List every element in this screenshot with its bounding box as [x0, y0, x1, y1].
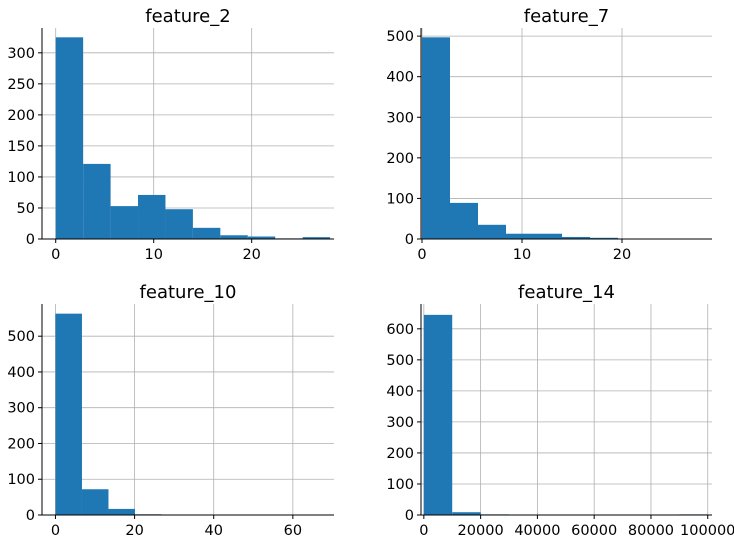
histogram-bar [506, 233, 534, 239]
y-tick-label: 100 [386, 191, 414, 207]
x-tick-label: 100000 [680, 523, 734, 539]
x-tick-label: 20 [242, 247, 260, 263]
histogram-bar [165, 209, 193, 239]
histogram-bar [590, 237, 618, 239]
x-tick-label: 40 [204, 523, 222, 539]
y-tick-label: 400 [7, 365, 35, 381]
y-tick-label: 600 [386, 322, 414, 338]
histogram-bar [452, 512, 481, 515]
y-tick-label: 100 [7, 170, 35, 186]
histogram-bar [450, 202, 478, 239]
histogram-bar [110, 206, 139, 239]
x-tick-label: 20 [613, 247, 631, 263]
y-tick-label: 500 [386, 29, 414, 45]
panel-feature-14: 0 100 200 300 400 500 600 0 20000 40000 60000 80000… [386, 282, 734, 539]
histogram-bar [220, 235, 248, 239]
panel-title: feature_2 [145, 6, 230, 27]
x-tick-label: 0 [417, 247, 426, 263]
x-tick-label: 80000 [628, 523, 674, 539]
x-tick-label: 10 [144, 247, 162, 263]
x-tick-label: 60 [284, 523, 302, 539]
y-tick-label: 150 [7, 139, 35, 155]
y-tick-label: 400 [386, 384, 414, 400]
x-tick-label: 10 [513, 247, 531, 263]
panel-title: feature_7 [524, 6, 609, 27]
panel-title: feature_14 [518, 282, 615, 303]
y-tick-label: 50 [17, 201, 35, 217]
y-tick-label: 200 [386, 446, 414, 462]
y-tick-label: 200 [386, 151, 414, 167]
y-tick-label: 500 [7, 329, 35, 345]
histogram-bar [423, 314, 453, 515]
y-tick-label: 500 [386, 353, 414, 369]
y-tick-label: 0 [26, 508, 35, 524]
histogram-bar [422, 37, 450, 240]
x-tick-label: 0 [51, 247, 60, 263]
y-tick-label: 300 [386, 110, 414, 126]
panel-feature-10: 0 100 200 300 400 500 0 20 40 60 feature_10 [7, 282, 334, 539]
histogram-bar [562, 236, 590, 239]
histogram-bar [108, 508, 135, 515]
x-tick-label: 20 [125, 523, 143, 539]
histogram-bar [55, 37, 84, 239]
y-tick-label: 100 [386, 477, 414, 493]
histogram-bar [138, 194, 166, 239]
histogram-bar [478, 224, 506, 239]
histogram-bar [192, 227, 221, 239]
y-tick-label: 0 [405, 232, 414, 248]
y-tick-label: 200 [7, 108, 35, 124]
y-tick-label: 200 [7, 436, 35, 452]
y-tick-label: 0 [26, 232, 35, 248]
panel-title: feature_10 [140, 282, 237, 303]
y-tick-label: 0 [405, 508, 414, 524]
x-tick-label: 0 [419, 523, 428, 539]
x-tick-label: 60000 [571, 523, 617, 539]
y-tick-label: 100 [7, 472, 35, 488]
x-tick-label: 20000 [458, 523, 504, 539]
y-tick-label: 300 [7, 46, 35, 62]
y-tick-label: 400 [386, 70, 414, 86]
panel-feature-2: 0 50 100 150 200 250 300 0 10 20 feature_2 [7, 6, 334, 263]
x-tick-label: 0 [51, 523, 60, 539]
histogram-bar [247, 236, 276, 239]
y-tick-label: 250 [7, 77, 35, 93]
y-tick-label: 300 [7, 401, 35, 417]
histogram-bar [81, 489, 109, 515]
histogram-bar [534, 233, 562, 239]
x-tick-label: 40000 [514, 523, 560, 539]
y-tick-label: 300 [386, 415, 414, 431]
histogram-bar [55, 313, 82, 515]
histogram-bar [302, 237, 331, 239]
panel-feature-7: 0 100 200 300 400 500 0 10 20 feature_7 [386, 6, 712, 263]
histogram-bar [83, 163, 111, 239]
